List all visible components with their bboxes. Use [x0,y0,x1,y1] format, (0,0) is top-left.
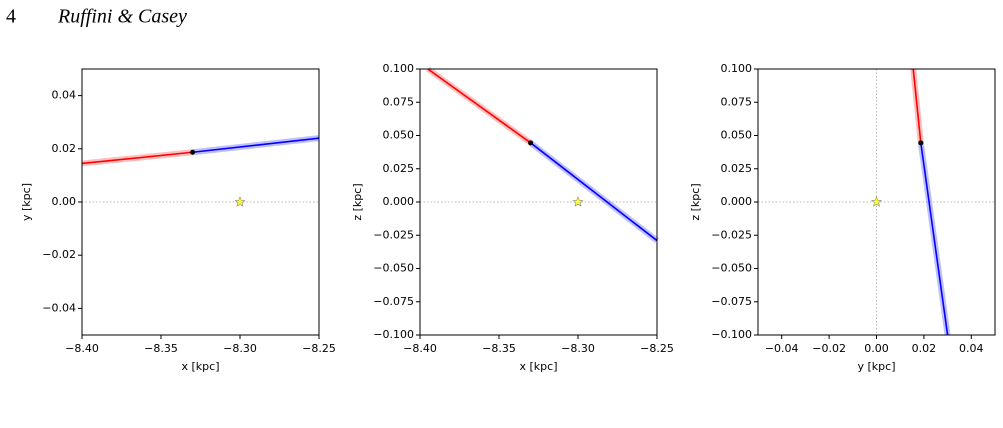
y-tick-label: −0.025 [711,228,752,241]
trajectory [530,142,658,242]
trajectory [81,151,193,165]
x-axis-label: x [kpc] [182,360,220,373]
y-axis-label: y [kpc] [20,183,33,221]
x-tick-label: −8.30 [561,342,595,355]
x-tick-label: −8.35 [482,342,516,355]
y-tick-label: −0.075 [711,295,752,308]
position-marker [190,149,196,155]
y-tick-label: 0.025 [721,162,753,175]
position-marker [528,140,534,146]
y-axis-label: z [kpc] [689,183,702,220]
x-tick-label: −0.04 [765,342,799,355]
y-tick-label: −0.02 [42,248,76,261]
x-tick-label: −8.25 [302,342,336,355]
sun-marker [870,196,883,207]
y-tick-label: 0.025 [383,162,415,175]
x-tick-label: −8.40 [65,342,99,355]
y-tick-label: 0.075 [721,95,753,108]
y-tick-label: 0.100 [383,62,415,75]
y-tick-label: 0.00 [52,195,77,208]
x-tick-label: 0.00 [864,342,889,355]
trajectory [427,68,532,144]
y-tick-label: −0.025 [373,228,414,241]
position-marker [918,140,924,146]
y-tick-label: −0.04 [42,301,76,314]
trajectory [912,68,922,143]
x-tick-label: 0.02 [912,342,937,355]
y-tick-label: −0.075 [373,295,414,308]
x-tick-label: −8.25 [640,342,674,355]
y-tick-label: −0.050 [373,262,414,275]
x-tick-label: −8.40 [403,342,437,355]
x-tick-label: −8.35 [144,342,178,355]
y-tick-label: 0.100 [721,62,753,75]
x-tick-label: 0.04 [959,342,984,355]
x-tick-label: −8.30 [223,342,257,355]
y-tick-label: 0.000 [383,195,415,208]
trajectory [920,142,949,336]
y-tick-label: −0.050 [711,262,752,275]
sun-marker [572,196,584,207]
y-tick-label: 0.050 [721,129,753,142]
page-number: 4 [6,6,16,28]
y-tick-label: 0.050 [383,129,415,142]
running-head: Ruffini & Casey [57,6,187,28]
y-tick-label: 0.000 [721,195,753,208]
y-axis-label: z [kpc] [351,183,364,220]
y-tick-label: 0.04 [52,89,77,102]
x-axis-label: x [kpc] [520,360,558,373]
y-tick-label: −0.100 [711,328,752,341]
x-axis-label: y [kpc] [858,360,896,373]
y-tick-label: 0.02 [52,142,77,155]
y-tick-label: −0.100 [373,328,414,341]
y-tick-label: 0.075 [383,95,415,108]
trajectory [192,137,320,154]
sun-marker [234,196,246,207]
x-tick-label: −0.02 [812,342,846,355]
